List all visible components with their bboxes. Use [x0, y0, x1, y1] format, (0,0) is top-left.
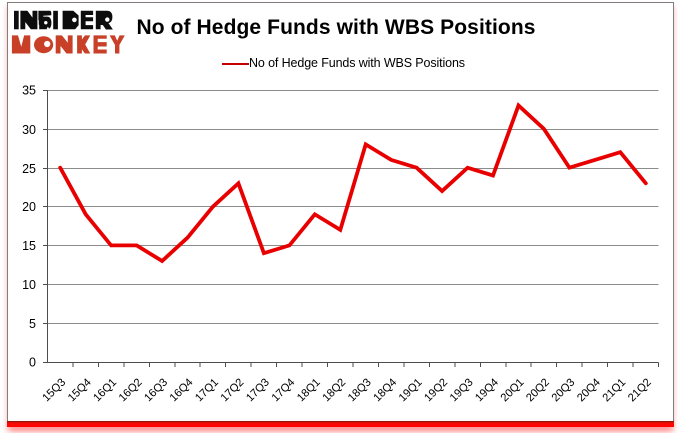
svg-text:20Q2: 20Q2 — [524, 376, 552, 404]
svg-text:18Q2: 18Q2 — [320, 376, 348, 404]
svg-text:10: 10 — [22, 278, 36, 292]
svg-text:18Q4: 18Q4 — [371, 376, 399, 404]
svg-text:17Q1: 17Q1 — [193, 376, 221, 404]
svg-text:16Q4: 16Q4 — [168, 376, 196, 404]
svg-text:35: 35 — [22, 84, 36, 98]
svg-text:15Q4: 15Q4 — [66, 376, 94, 404]
svg-text:5: 5 — [29, 317, 36, 331]
svg-text:19Q1: 19Q1 — [397, 376, 425, 404]
svg-text:16Q3: 16Q3 — [142, 376, 170, 404]
svg-text:19Q3: 19Q3 — [448, 376, 476, 404]
svg-text:21Q2: 21Q2 — [626, 376, 654, 404]
svg-text:17Q3: 17Q3 — [244, 376, 272, 404]
svg-text:25: 25 — [22, 162, 36, 176]
svg-text:18Q3: 18Q3 — [346, 376, 374, 404]
svg-text:20Q1: 20Q1 — [499, 376, 527, 404]
svg-text:20Q4: 20Q4 — [575, 376, 603, 404]
svg-text:16Q1: 16Q1 — [91, 376, 119, 404]
svg-text:20Q3: 20Q3 — [550, 376, 578, 404]
svg-text:15: 15 — [22, 239, 36, 253]
svg-text:17Q4: 17Q4 — [270, 376, 298, 404]
svg-text:16Q2: 16Q2 — [117, 376, 145, 404]
svg-text:19Q2: 19Q2 — [422, 376, 450, 404]
svg-text:0: 0 — [29, 356, 36, 370]
svg-text:19Q4: 19Q4 — [473, 376, 501, 404]
svg-text:21Q1: 21Q1 — [600, 376, 628, 404]
svg-text:30: 30 — [22, 123, 36, 137]
svg-text:20: 20 — [22, 200, 36, 214]
svg-text:18Q1: 18Q1 — [295, 376, 323, 404]
svg-text:17Q2: 17Q2 — [219, 376, 247, 404]
svg-text:15Q3: 15Q3 — [40, 376, 68, 404]
